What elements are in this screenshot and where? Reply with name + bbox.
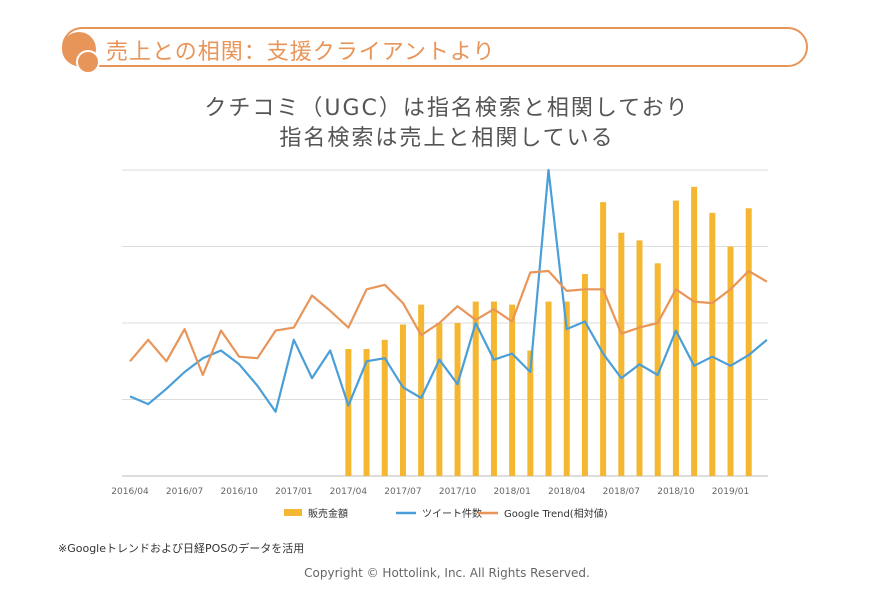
line-tweets: [129, 168, 768, 413]
x-tick-label: 2016/10: [220, 487, 258, 497]
x-tick-label: 2017/10: [439, 487, 477, 497]
bar-sales: [600, 202, 607, 476]
copyright: Copyright © Hottolink, Inc. All Rights R…: [304, 566, 590, 580]
bar-sales: [490, 301, 497, 476]
line-google-trend: [129, 269, 768, 377]
bar-sales: [654, 263, 661, 476]
x-tick-label: 2018/01: [493, 487, 530, 497]
bar-sales: [381, 339, 388, 476]
x-tick-label: 2016/07: [166, 487, 203, 497]
bar-sales: [454, 323, 461, 476]
x-tick-label: 2017/01: [275, 487, 312, 497]
bar-sales: [636, 240, 643, 476]
subtitle-line-2: 指名検索は売上と相関している: [279, 126, 615, 151]
bar-sales: [399, 324, 406, 476]
legend-label: 販売金額: [308, 507, 348, 520]
legend-label: Google Trend(相対値): [504, 507, 608, 520]
section-header: 売上との相関：支援クライアントより: [62, 27, 808, 67]
bar-sales: [727, 246, 734, 476]
x-tick-label: 2018/10: [657, 487, 695, 497]
bar-sales: [745, 208, 752, 476]
x-tick-label: 2017/07: [384, 487, 421, 497]
bar-sales: [418, 304, 425, 476]
bar-sales: [345, 349, 352, 476]
x-tick-label: 2018/07: [603, 487, 640, 497]
x-tick-label: 2018/04: [548, 487, 586, 497]
bar-sales: [563, 301, 570, 476]
header-dot-small: [76, 50, 100, 74]
subtitle-line-1: クチコミ（UGC）は指名検索と相関しており: [204, 96, 690, 121]
bar-sales: [672, 200, 679, 476]
bar-sales: [509, 304, 516, 476]
x-tick-label: 2019/01: [712, 487, 749, 497]
bar-sales: [472, 301, 479, 476]
bar-sales: [436, 323, 443, 476]
x-tick-label: 2016/04: [111, 487, 149, 497]
bar-sales: [363, 349, 370, 476]
bar-sales: [691, 186, 698, 476]
bar-sales: [618, 232, 625, 476]
footnote: ※Googleトレンドおよび日経POSのデータを活用: [58, 542, 305, 555]
x-tick-label: 2017/04: [330, 487, 368, 497]
section-title: 売上との相関：支援クライアントより: [106, 40, 496, 65]
bar-sales: [527, 350, 534, 476]
bar-sales: [709, 212, 716, 476]
legend-label: ツイート件数: [422, 507, 482, 520]
legend-swatch-sales: [284, 509, 302, 516]
bar-sales: [581, 274, 588, 476]
bar-sales: [545, 301, 552, 476]
